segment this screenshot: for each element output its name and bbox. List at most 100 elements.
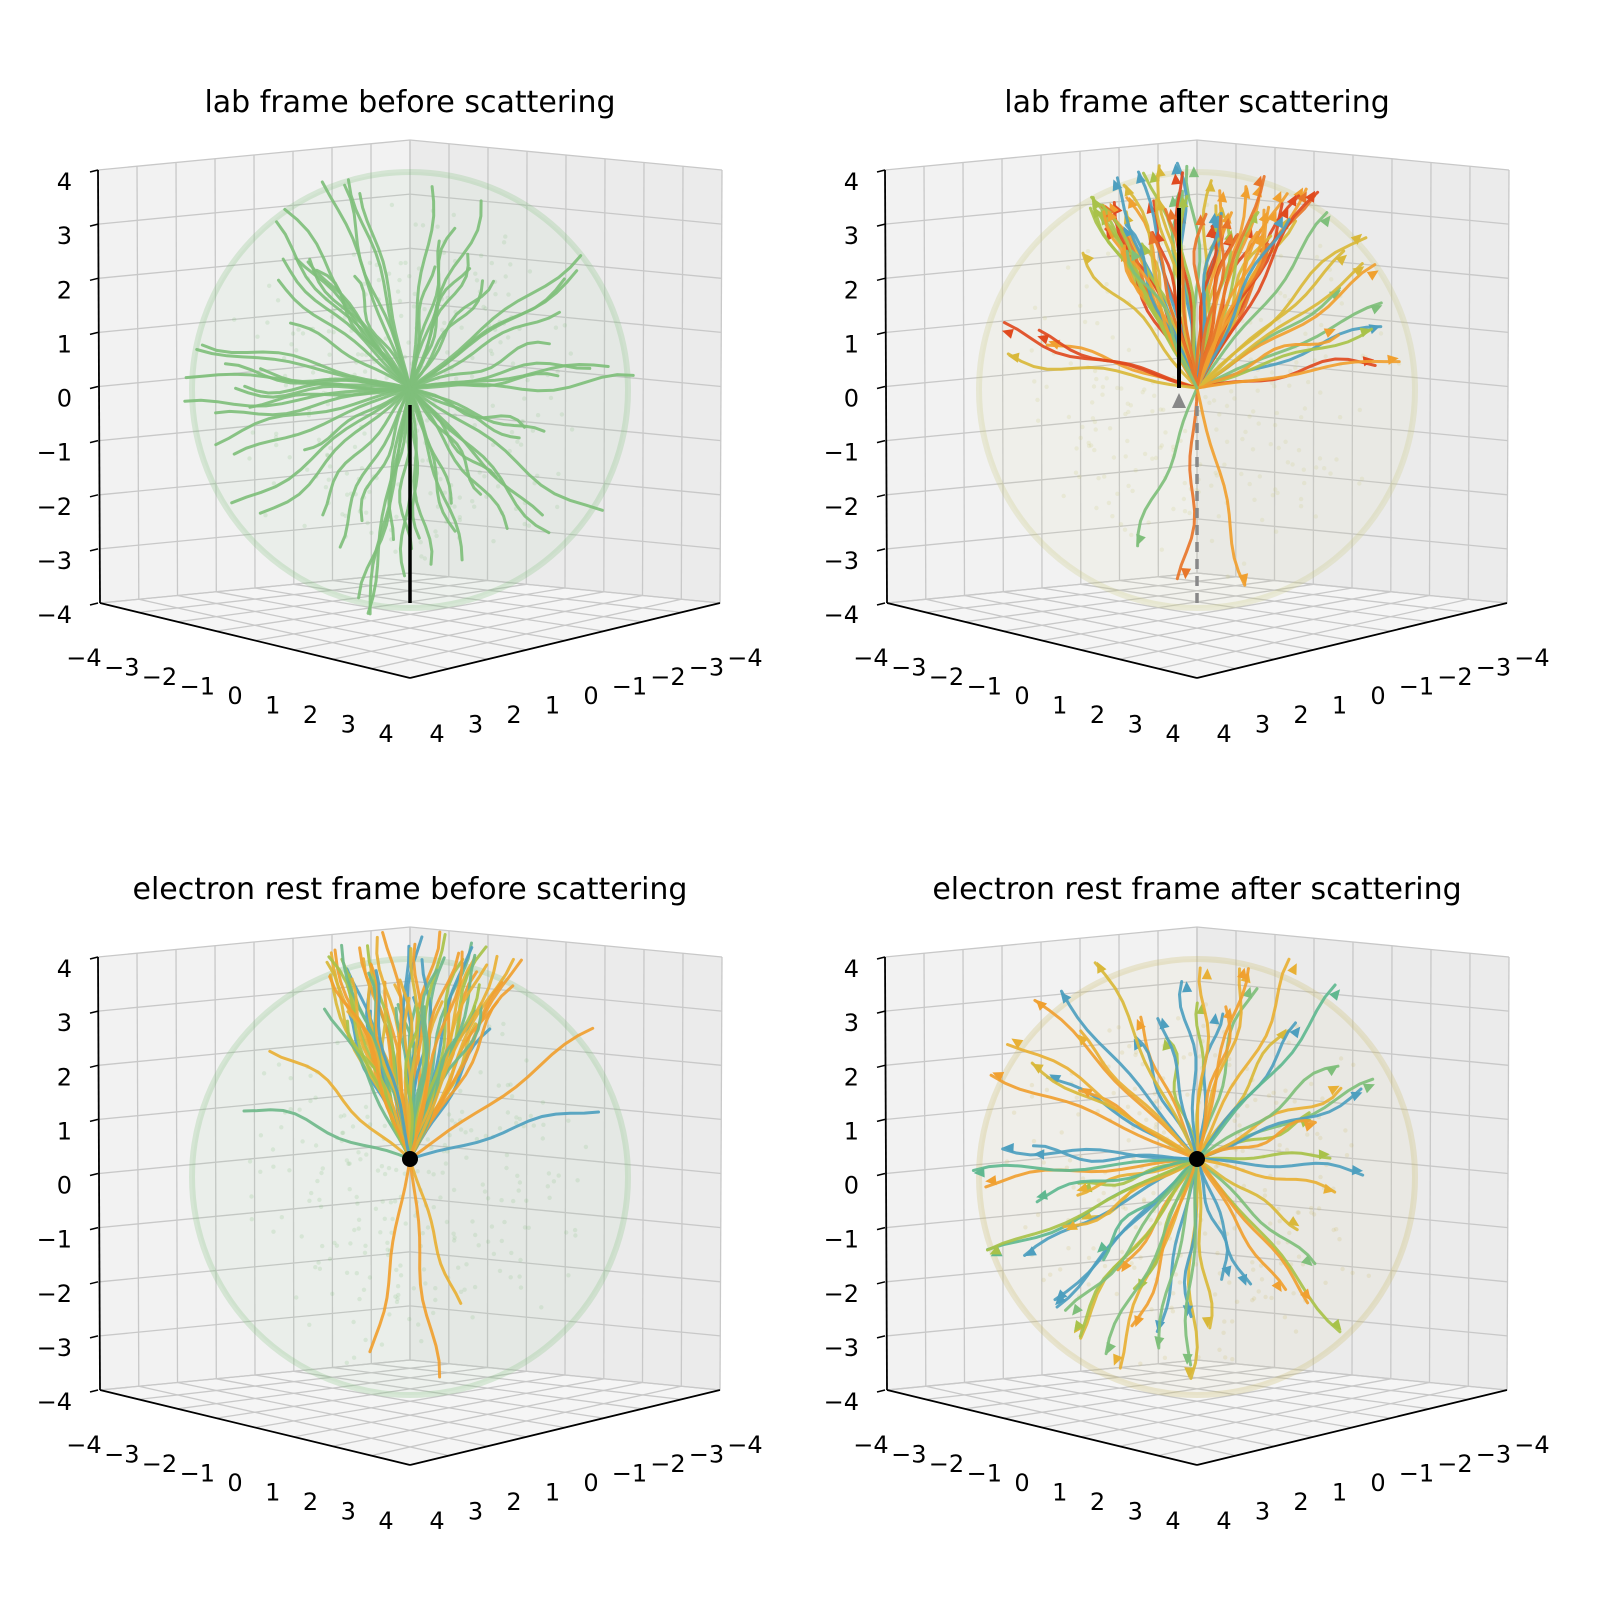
y-tick-label: 3 bbox=[1255, 1498, 1270, 1526]
panel-title: lab frame after scattering bbox=[1004, 85, 1390, 120]
y-axis-line bbox=[1196, 1389, 1508, 1466]
sphere-point bbox=[472, 1284, 478, 1290]
photon-arrowhead bbox=[1258, 211, 1269, 224]
sphere-point bbox=[1274, 410, 1280, 416]
x-tick-label: 2 bbox=[1090, 701, 1105, 729]
y-tick-label: 0 bbox=[583, 1469, 598, 1497]
z-tick bbox=[89, 602, 99, 606]
sphere-point bbox=[583, 1144, 589, 1150]
sphere-point bbox=[1123, 454, 1128, 459]
sphere-point bbox=[1127, 1044, 1132, 1049]
sphere-point bbox=[1340, 1266, 1345, 1272]
sphere-point bbox=[1201, 1023, 1206, 1029]
z-tick-label: −4 bbox=[824, 601, 859, 629]
photon-path bbox=[1136, 386, 1199, 548]
sphere-point bbox=[1266, 1093, 1272, 1098]
sphere-point bbox=[457, 495, 462, 500]
sphere-point bbox=[442, 1142, 448, 1148]
z-tick-label: 2 bbox=[57, 276, 72, 304]
sphere-point bbox=[443, 1161, 449, 1166]
photon-path bbox=[1195, 1029, 1291, 1161]
sphere-point bbox=[547, 1195, 552, 1200]
y-axis-line bbox=[409, 1389, 721, 1466]
sphere-point bbox=[477, 470, 482, 475]
sphere-point bbox=[535, 413, 541, 418]
sphere-point bbox=[388, 1200, 394, 1205]
z-axis-line bbox=[884, 956, 888, 1391]
sphere-point bbox=[325, 402, 331, 407]
sphere-point bbox=[420, 223, 426, 228]
grid-line bbox=[1196, 572, 1508, 604]
sphere-point bbox=[482, 474, 487, 479]
sphere-point bbox=[470, 1315, 475, 1320]
photon-arrowhead bbox=[1370, 305, 1383, 315]
sphere-point bbox=[247, 456, 252, 461]
sphere-point bbox=[1152, 1091, 1158, 1096]
sphere-point bbox=[1090, 416, 1096, 421]
sphere-point bbox=[433, 1286, 438, 1291]
sphere-point bbox=[348, 1241, 353, 1246]
sphere-point bbox=[472, 423, 477, 428]
sphere-point bbox=[356, 1226, 361, 1231]
sphere-point bbox=[1044, 384, 1049, 389]
sphere-point bbox=[1222, 462, 1227, 467]
sphere-point bbox=[1251, 1267, 1256, 1272]
photon-path bbox=[1195, 1012, 1225, 1161]
sphere-point bbox=[1041, 1160, 1046, 1165]
sphere-point bbox=[510, 361, 516, 366]
grid-line bbox=[641, 949, 645, 1383]
x-tick-label: −1 bbox=[180, 673, 215, 701]
sphere-point bbox=[403, 260, 408, 265]
sphere-point bbox=[1296, 448, 1302, 453]
panel-title: electron rest frame after scattering bbox=[932, 872, 1461, 907]
photon-arrowhead bbox=[1222, 1007, 1233, 1020]
sphere-point bbox=[456, 1265, 461, 1270]
sphere-point bbox=[406, 340, 411, 345]
photon-arrowhead bbox=[1205, 226, 1216, 238]
sphere-point bbox=[1214, 427, 1219, 432]
sphere-point bbox=[469, 374, 475, 379]
sphere-point bbox=[1252, 497, 1257, 502]
x-tick-label: 0 bbox=[1014, 1469, 1029, 1497]
y-tick-label: −3 bbox=[689, 654, 724, 682]
y-axis-line bbox=[1196, 602, 1508, 679]
sphere-point bbox=[416, 266, 422, 271]
photon-arrowhead bbox=[1201, 1316, 1213, 1328]
sphere-point bbox=[1247, 414, 1252, 419]
sphere-point bbox=[354, 1194, 359, 1200]
photon-arrowhead bbox=[1154, 1336, 1165, 1348]
sphere-point bbox=[1334, 1227, 1339, 1232]
sphere-point bbox=[331, 330, 336, 335]
sphere-point bbox=[274, 442, 279, 448]
sphere-point bbox=[1182, 480, 1187, 486]
y-tick-label: 1 bbox=[1332, 692, 1347, 720]
axes bbox=[97, 956, 721, 1466]
sphere-point bbox=[343, 513, 348, 518]
grid-line bbox=[332, 579, 643, 623]
sphere-point bbox=[394, 1167, 399, 1173]
photon-arrowhead bbox=[1092, 198, 1103, 210]
sphere-point bbox=[1086, 1255, 1092, 1261]
sphere-point bbox=[376, 277, 382, 283]
grid-line bbox=[254, 587, 566, 642]
sphere-point bbox=[1123, 411, 1128, 417]
sphere-point bbox=[473, 271, 478, 276]
photon-arrowhead bbox=[1092, 206, 1103, 219]
grid-line bbox=[332, 1366, 643, 1410]
sphere-point bbox=[1169, 1305, 1174, 1310]
sphere-point bbox=[489, 351, 495, 357]
sphere-point bbox=[362, 431, 367, 436]
sphere-point bbox=[470, 499, 475, 504]
sphere-point bbox=[1250, 1260, 1255, 1265]
sphere-point bbox=[1343, 1128, 1348, 1133]
sphere-point bbox=[1151, 1190, 1156, 1196]
sphere-point bbox=[485, 1239, 491, 1244]
sphere-point bbox=[330, 1291, 335, 1296]
sphere-point bbox=[462, 1287, 467, 1292]
photon-path bbox=[408, 340, 551, 390]
sphere-point bbox=[1128, 403, 1133, 408]
z-tick bbox=[89, 439, 99, 444]
sphere-point bbox=[249, 1194, 254, 1199]
sphere-point bbox=[1241, 561, 1247, 566]
